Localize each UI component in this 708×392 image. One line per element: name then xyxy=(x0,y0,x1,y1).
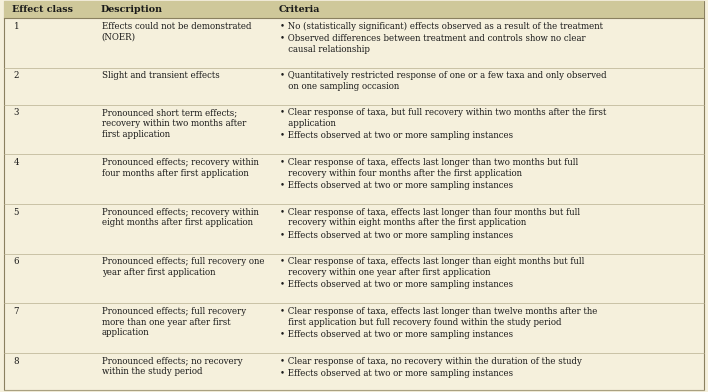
Text: Slight and transient effects: Slight and transient effects xyxy=(102,71,219,80)
Text: • Clear response of taxa, no recovery within the duration of the study: • Clear response of taxa, no recovery wi… xyxy=(280,357,582,366)
Text: • Clear response of taxa, effects last longer than two months but full
   recove: • Clear response of taxa, effects last l… xyxy=(280,158,578,178)
Text: • No (statistically significant) effects observed as a result of the treatment: • No (statistically significant) effects… xyxy=(280,22,603,31)
Text: Pronounced effects; recovery within
four months after first application: Pronounced effects; recovery within four… xyxy=(102,158,258,178)
Text: • Clear response of taxa, but full recovery within two months after the first
  : • Clear response of taxa, but full recov… xyxy=(280,108,607,128)
Text: 6: 6 xyxy=(13,257,19,266)
Text: • Quantitatively restricted response of one or a few taxa and only observed
   o: • Quantitatively restricted response of … xyxy=(280,71,607,91)
Text: Criteria: Criteria xyxy=(279,5,321,14)
Text: 2: 2 xyxy=(13,71,19,80)
Text: 1: 1 xyxy=(13,22,19,31)
Text: 7: 7 xyxy=(13,307,19,316)
Text: Effects could not be demonstrated
(NOER): Effects could not be demonstrated (NOER) xyxy=(102,22,251,41)
Text: 3: 3 xyxy=(13,108,19,117)
Text: • Clear response of taxa, effects last longer than eight months but full
   reco: • Clear response of taxa, effects last l… xyxy=(280,257,585,277)
Text: • Effects observed at two or more sampling instances: • Effects observed at two or more sampli… xyxy=(280,369,513,378)
Text: Pronounced effects; full recovery
more than one year after first
application: Pronounced effects; full recovery more t… xyxy=(102,307,246,338)
Text: • Effects observed at two or more sampling instances: • Effects observed at two or more sampli… xyxy=(280,131,513,140)
Text: Pronounced effects; no recovery
within the study period: Pronounced effects; no recovery within t… xyxy=(102,357,242,376)
Text: • Effects observed at two or more sampling instances: • Effects observed at two or more sampli… xyxy=(280,181,513,190)
Text: Pronounced effects; full recovery one
year after first application: Pronounced effects; full recovery one ye… xyxy=(102,257,264,277)
Text: • Effects observed at two or more sampling instances: • Effects observed at two or more sampli… xyxy=(280,230,513,240)
Text: Description: Description xyxy=(101,5,163,14)
Text: Effect class: Effect class xyxy=(13,5,74,14)
Text: 8: 8 xyxy=(13,357,19,366)
Text: Pronounced short term effects;
recovery within two months after
first applicatio: Pronounced short term effects; recovery … xyxy=(102,108,246,138)
Text: • Clear response of taxa, effects last longer than four months but full
   recov: • Clear response of taxa, effects last l… xyxy=(280,207,581,227)
Text: • Observed differences between treatment and controls show no clear
   causal re: • Observed differences between treatment… xyxy=(280,34,586,54)
Text: • Clear response of taxa, effects last longer than twelve months after the
   fi: • Clear response of taxa, effects last l… xyxy=(280,307,598,327)
Text: 5: 5 xyxy=(13,207,19,216)
Text: • Effects observed at two or more sampling instances: • Effects observed at two or more sampli… xyxy=(280,280,513,289)
Bar xyxy=(4,1,704,18)
Text: Pronounced effects; recovery within
eight months after first application: Pronounced effects; recovery within eigh… xyxy=(102,207,258,227)
Text: 4: 4 xyxy=(13,158,19,167)
Text: • Effects observed at two or more sampling instances: • Effects observed at two or more sampli… xyxy=(280,330,513,339)
